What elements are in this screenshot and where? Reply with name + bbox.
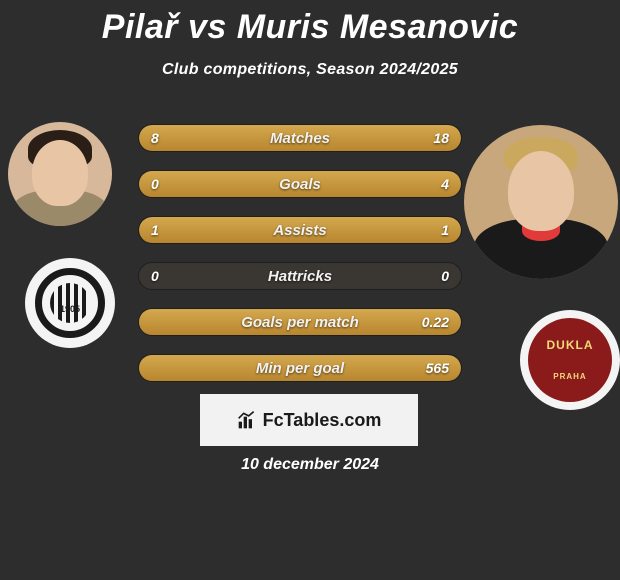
stat-value-right: 1 <box>441 217 449 243</box>
stat-label: Matches <box>139 125 461 151</box>
chart-icon <box>237 410 257 430</box>
badge-left-year: 1905 <box>25 304 115 314</box>
player-right-badge: DUKLA PRAHA <box>520 310 620 410</box>
player-right-avatar <box>464 125 618 279</box>
stat-value-right: 0 <box>441 263 449 289</box>
badge-right-bottom: PRAHA <box>520 372 620 381</box>
date-text: 10 december 2024 <box>0 456 620 474</box>
stat-value-left: 0 <box>151 171 159 197</box>
stat-value-left: 8 <box>151 125 159 151</box>
stat-row: Hattricks0 0 <box>138 262 462 290</box>
badge-right-top: DUKLA <box>520 338 620 352</box>
stat-value-right: 4 <box>441 171 449 197</box>
stat-row: Goals0 4 <box>138 170 462 198</box>
stat-value-right: 18 <box>433 125 449 151</box>
stat-value-right: 0.22 <box>422 309 449 335</box>
footer-brand-text: FcTables.com <box>263 410 382 431</box>
stat-value-right: 565 <box>426 355 449 381</box>
footer-brand-box: FcTables.com <box>200 394 418 446</box>
stat-label: Assists <box>139 217 461 243</box>
page-subtitle: Club competitions, Season 2024/2025 <box>0 61 620 79</box>
stats-container: Matches818Goals04Assists11Hattricks00Goa… <box>138 124 462 400</box>
stat-label: Goals <box>139 171 461 197</box>
stat-value-left: 1 <box>151 217 159 243</box>
stat-row: Assists1 1 <box>138 216 462 244</box>
stat-label: Hattricks <box>139 263 461 289</box>
stat-label: Goals per match <box>139 309 461 335</box>
stat-row: Min per goal565 <box>138 354 462 382</box>
stat-row: Goals per match0.22 <box>138 308 462 336</box>
page-title: Pilař vs Muris Mesanovic <box>0 0 620 47</box>
stat-value-left: 0 <box>151 263 159 289</box>
player-left-badge: 1905 <box>25 258 115 348</box>
stat-label: Min per goal <box>139 355 461 381</box>
stat-row: Matches8 18 <box>138 124 462 152</box>
player-left-avatar <box>8 122 112 226</box>
